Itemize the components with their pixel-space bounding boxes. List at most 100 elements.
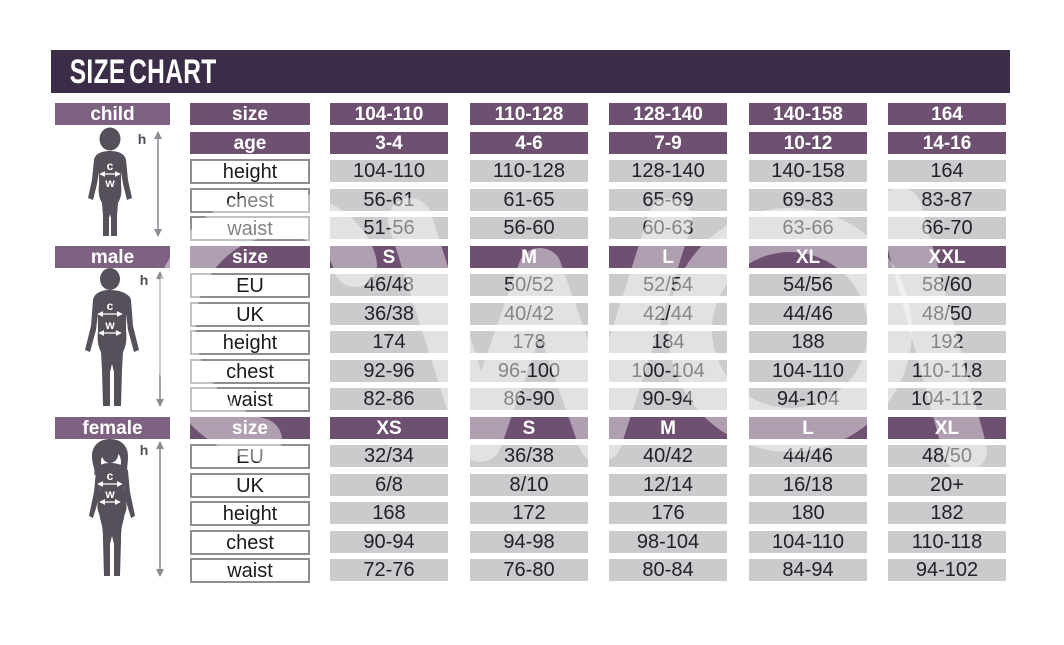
male-waist-col4: 104-112	[888, 388, 1006, 410]
child-header-age-col4: 14-16	[888, 132, 1006, 154]
female-row-label-UK: UK	[190, 473, 310, 498]
female-EU-col1: 36/38	[470, 445, 588, 467]
male-chest-col3: 104-110	[749, 360, 867, 382]
height-measure-arrow: h	[140, 271, 164, 407]
page-title: SIZE CHART	[69, 52, 217, 91]
chest-measure: c	[99, 159, 121, 177]
male-EU-col0: 46/48	[330, 274, 448, 296]
male-EU-col4: 58/60	[888, 274, 1006, 296]
female-header-size-col2: M	[609, 417, 727, 439]
child-header-size-col2: 128-140	[609, 103, 727, 125]
female-header-label-size: size	[190, 417, 310, 439]
male-EU-col1: 50/52	[470, 274, 588, 296]
title-bar: SIZE CHART	[51, 50, 1010, 93]
male-header-size-col1: M	[470, 246, 588, 268]
child-figure: h c w	[88, 127, 162, 237]
female-chest-col0: 90-94	[330, 531, 448, 553]
female-waist-col2: 80-84	[609, 559, 727, 581]
male-waist-col3: 94-104	[749, 388, 867, 410]
female-chest-col1: 94-98	[470, 531, 588, 553]
chest-measure: c	[97, 299, 123, 317]
height-measure-arrow: h	[138, 131, 162, 237]
female-height-col4: 182	[888, 502, 1006, 524]
male-chest-col1: 96-100	[470, 360, 588, 382]
child-header-label-size: size	[190, 103, 310, 125]
male-waist-col2: 90-94	[609, 388, 727, 410]
male-row-label-waist: waist	[190, 387, 310, 412]
male-UK-col2: 42/44	[609, 303, 727, 325]
male-height-col1: 178	[470, 331, 588, 353]
height-label: h	[140, 272, 149, 288]
child-header-age-col0: 3-4	[330, 132, 448, 154]
female-row-label-waist: waist	[190, 558, 310, 583]
child-waist-col3: 63-66	[749, 217, 867, 239]
waist-label: w	[104, 176, 115, 190]
height-label: h	[138, 131, 147, 147]
female-waist-col4: 94-102	[888, 559, 1006, 581]
female-waist-col1: 76-80	[470, 559, 588, 581]
female-EU-col3: 44/46	[749, 445, 867, 467]
male-chest-col4: 110-118	[888, 360, 1006, 382]
male-waist-col0: 82-86	[330, 388, 448, 410]
child-header-age-col2: 7-9	[609, 132, 727, 154]
female-waist-col3: 84-94	[749, 559, 867, 581]
male-height-col4: 192	[888, 331, 1006, 353]
male-header-size-col0: S	[330, 246, 448, 268]
female-figure: h c w	[89, 439, 164, 577]
child-height-col1: 110-128	[470, 160, 588, 182]
female-UK-col3: 16/18	[749, 474, 867, 496]
chest-label: c	[107, 469, 114, 483]
child-chest-col0: 56-61	[330, 189, 448, 211]
male-UK-col4: 48/50	[888, 303, 1006, 325]
female-height-col3: 180	[749, 502, 867, 524]
female-row-label-chest: chest	[190, 530, 310, 555]
male-EU-col2: 52/54	[609, 274, 727, 296]
female-row-label-height: height	[190, 501, 310, 526]
male-UK-col3: 44/46	[749, 303, 867, 325]
male-UK-col0: 36/38	[330, 303, 448, 325]
chest-measure: c	[97, 469, 123, 487]
male-row-label-EU: EU	[190, 273, 310, 298]
female-UK-col2: 12/14	[609, 474, 727, 496]
female-EU-col2: 40/42	[609, 445, 727, 467]
male-silhouette	[85, 268, 139, 406]
male-height-col2: 184	[609, 331, 727, 353]
male-header-size-col3: XL	[749, 246, 867, 268]
female-chest-col2: 98-104	[609, 531, 727, 553]
height-label: h	[140, 442, 149, 458]
male-EU-col3: 54/56	[749, 274, 867, 296]
male-row-label-chest: chest	[190, 359, 310, 384]
waist-measure: w	[104, 176, 115, 190]
male-waist-col1: 86-90	[470, 388, 588, 410]
male-row-label-height: height	[190, 330, 310, 355]
section-label-male: male	[55, 246, 170, 268]
male-header-size-col2: L	[609, 246, 727, 268]
female-row-label-EU: EU	[190, 444, 310, 469]
child-header-age-col3: 10-12	[749, 132, 867, 154]
child-waist-col4: 66-70	[888, 217, 1006, 239]
male-UK-col1: 40/42	[470, 303, 588, 325]
female-header-size-col1: S	[470, 417, 588, 439]
child-waist-col0: 51-56	[330, 217, 448, 239]
female-chest-col4: 110-118	[888, 531, 1006, 553]
section-label-child: child	[55, 103, 170, 125]
child-waist-col1: 56-60	[470, 217, 588, 239]
child-header-label-age: age	[190, 132, 310, 154]
height-measure-arrow: h	[140, 441, 164, 577]
female-UK-col4: 20+	[888, 474, 1006, 496]
child-height-col4: 164	[888, 160, 1006, 182]
waist-measure: w	[99, 487, 121, 505]
male-header-label-size: size	[190, 246, 310, 268]
child-row-label-height: height	[190, 159, 310, 184]
female-chest-col3: 104-110	[749, 531, 867, 553]
child-header-size-col1: 110-128	[470, 103, 588, 125]
child-header-size-col0: 104-110	[330, 103, 448, 125]
male-height-col0: 174	[330, 331, 448, 353]
child-height-col0: 104-110	[330, 160, 448, 182]
male-figure: h c w	[85, 268, 164, 407]
male-height-col3: 188	[749, 331, 867, 353]
female-waist-col0: 72-76	[330, 559, 448, 581]
female-UK-col0: 6/8	[330, 474, 448, 496]
child-chest-col2: 65-69	[609, 189, 727, 211]
female-height-col1: 172	[470, 502, 588, 524]
